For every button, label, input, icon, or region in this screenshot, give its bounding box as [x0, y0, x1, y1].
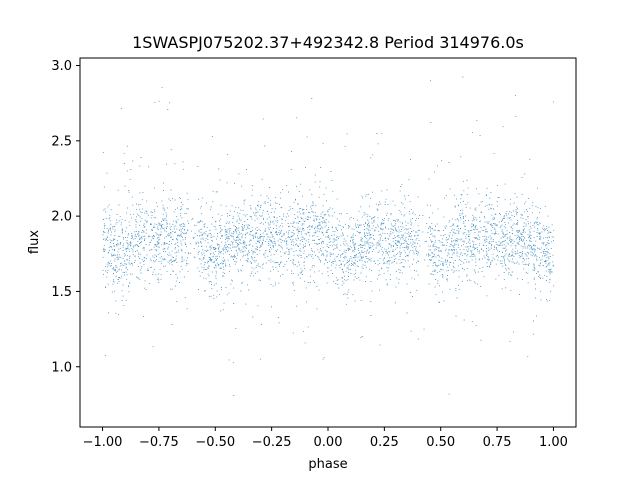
x-axis: −1.00 −0.75 −0.50 −0.25 0.00 0.25 0.50 0.75 1.00	[83, 427, 568, 450]
y-tick-label: 2.5	[51, 134, 72, 149]
y-tick-label: 2.0	[51, 210, 72, 225]
scatter-points	[102, 76, 555, 396]
data-point-cloud	[102, 76, 555, 396]
x-tick-label: −0.75	[139, 435, 179, 450]
x-tick-label: 0.00	[314, 435, 343, 450]
plot-frame	[79, 57, 577, 428]
y-axis-label: flux	[27, 230, 42, 254]
x-tick-label: 0.25	[370, 435, 399, 450]
y-tick-label: 1.5	[51, 285, 72, 300]
x-axis-label: phase	[308, 457, 347, 472]
x-tick-label: −0.50	[195, 435, 235, 450]
x-tick-label: 0.50	[426, 435, 455, 450]
y-tick-label: 3.0	[51, 59, 72, 74]
y-tick-label: 1.0	[51, 360, 72, 375]
x-tick-label: 0.75	[483, 435, 512, 450]
x-tick-label: −1.00	[83, 435, 123, 450]
x-tick-label: 1.00	[539, 435, 568, 450]
x-tick-label: −0.25	[252, 435, 292, 450]
chart-title: 1SWASPJ075202.37+492342.8 Period 314976.…	[132, 33, 524, 52]
y-axis: 1.0 1.5 2.0 2.5 3.0	[51, 59, 80, 375]
